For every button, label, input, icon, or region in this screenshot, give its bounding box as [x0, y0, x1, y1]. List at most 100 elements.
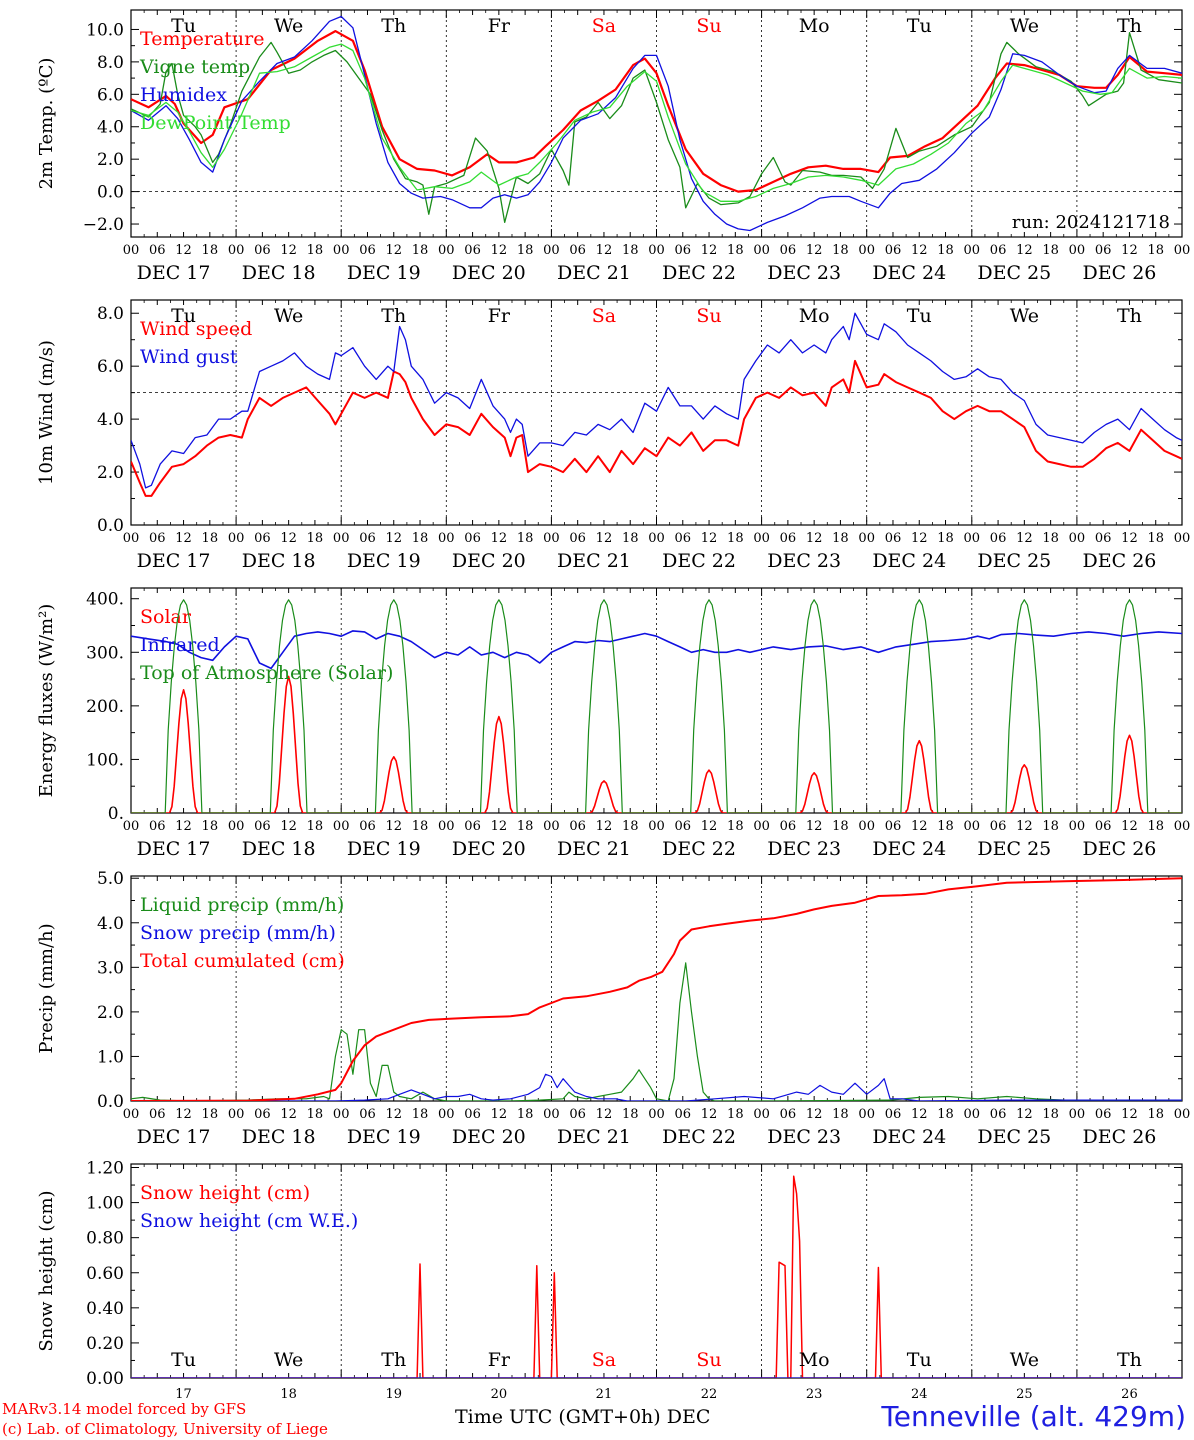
date-label: DEC 18	[242, 838, 316, 860]
y-tick-label: 100.	[86, 750, 124, 770]
hour-label: 00	[648, 819, 665, 834]
hour-label: 06	[464, 243, 481, 258]
day-number-label: 21	[596, 1387, 613, 1402]
hour-label: 06	[569, 243, 586, 258]
hour-label: 18	[727, 531, 744, 546]
date-label: DEC 17	[137, 1126, 211, 1148]
y-tick-label: 2.0	[97, 1003, 124, 1023]
hour-label: 00	[333, 531, 350, 546]
hour-label: 18	[1042, 531, 1059, 546]
hour-label: 06	[464, 531, 481, 546]
hour-label: 00	[964, 531, 981, 546]
hour-label: 18	[202, 1107, 219, 1122]
date-label: DEC 18	[242, 262, 316, 284]
hour-label: 06	[254, 531, 271, 546]
hour-label: 00	[858, 1107, 875, 1122]
hour-label: 06	[569, 531, 586, 546]
date-label: DEC 20	[452, 262, 526, 284]
hour-label: 00	[648, 531, 665, 546]
day-name: Sa	[592, 305, 616, 327]
series-line-solar	[131, 675, 1182, 813]
y-tick-label: 4.0	[97, 118, 124, 138]
date-label: DEC 25	[977, 550, 1051, 572]
panel-snow: 0.00 0.20 0.40 0.60 0.80 1.00 1.20 Snow height …	[36, 1159, 1183, 1402]
hour-label: 00	[964, 243, 981, 258]
y-tick-label: 0.60	[86, 1264, 124, 1284]
y-tick-label: 2.0	[97, 463, 124, 483]
legend-item: Infrared	[140, 634, 220, 656]
hour-label: 12	[385, 243, 402, 258]
hour-label: 00	[753, 243, 770, 258]
series-line-infrared	[131, 630, 1182, 670]
legend-item: Humidex	[140, 84, 227, 106]
date-label: DEC 22	[662, 262, 736, 284]
hour-label: 18	[937, 1107, 954, 1122]
y-tick-label: 8.0	[97, 304, 124, 324]
hour-label: 18	[937, 243, 954, 258]
date-label: DEC 18	[242, 1126, 316, 1148]
hour-label: 06	[885, 531, 902, 546]
hour-label: 18	[307, 243, 324, 258]
day-name: Tu	[171, 15, 196, 37]
day-name: Tu	[907, 1349, 932, 1371]
hour-label: 06	[1095, 243, 1112, 258]
day-number-label: 19	[385, 1387, 402, 1402]
hour-label: 06	[780, 819, 797, 834]
date-label: DEC 18	[242, 550, 316, 572]
y-tick-label: 6.0	[97, 85, 124, 105]
hour-label: 00	[543, 819, 560, 834]
hour-label: 18	[937, 819, 954, 834]
hour-label: 06	[885, 243, 902, 258]
hour-label: 06	[1095, 531, 1112, 546]
hour-label: 18	[202, 531, 219, 546]
hour-label: 18	[727, 243, 744, 258]
hour-label: 18	[622, 1107, 639, 1122]
date-label: DEC 24	[872, 550, 946, 572]
legend-item: Solar	[140, 606, 192, 628]
series-line-wind-speed	[131, 359, 1182, 497]
hour-label: 06	[464, 1107, 481, 1122]
hour-label: 12	[1121, 1107, 1138, 1122]
day-name: We	[274, 15, 303, 37]
hour-label: 12	[175, 819, 192, 834]
day-name: Tu	[171, 305, 196, 327]
hour-label: 00	[753, 819, 770, 834]
day-number-label: 17	[175, 1387, 192, 1402]
hour-label: 06	[990, 531, 1007, 546]
y-tick-label: 4.0	[97, 410, 124, 430]
hour-label: 12	[1121, 819, 1138, 834]
hour-label: 00	[1069, 1107, 1086, 1122]
day-name: Th	[381, 1349, 406, 1371]
hour-label: 00	[228, 1107, 245, 1122]
hour-label: 18	[937, 531, 954, 546]
hour-label: 06	[359, 243, 376, 258]
legend-item: Vigne temp	[139, 56, 250, 78]
date-label: DEC 21	[557, 1126, 631, 1148]
hour-label: 06	[990, 1107, 1007, 1122]
hour-label: 06	[569, 819, 586, 834]
y-tick-label: 1.00	[86, 1194, 124, 1214]
hour-label: 12	[1016, 243, 1033, 258]
hour-label: 06	[1095, 819, 1112, 834]
hour-label: 00	[543, 1107, 560, 1122]
day-name: We	[274, 1349, 303, 1371]
hour-label: 00	[123, 243, 140, 258]
hour-label: 12	[491, 1107, 508, 1122]
hour-label: 06	[780, 1107, 797, 1122]
hour-label: 00	[438, 243, 455, 258]
hour-label: 06	[149, 819, 166, 834]
day-number-label: 26	[1121, 1387, 1138, 1402]
day-number-label: 25	[1016, 1387, 1033, 1402]
day-name: Th	[1117, 15, 1142, 37]
hour-label: 18	[1042, 1107, 1059, 1122]
date-label: DEC 23	[767, 838, 841, 860]
date-label: DEC 19	[347, 550, 421, 572]
hour-label: 00	[1069, 243, 1086, 258]
model-credit: MARv3.14 model forced by GFS	[2, 1400, 247, 1418]
hour-label: 00	[228, 243, 245, 258]
date-label: DEC 20	[452, 1126, 526, 1148]
hour-label: 12	[806, 819, 823, 834]
hour-label: 18	[622, 819, 639, 834]
y-tick-label: 5.0	[97, 869, 124, 889]
legend-item: Snow height (cm W.E.)	[140, 1210, 358, 1232]
